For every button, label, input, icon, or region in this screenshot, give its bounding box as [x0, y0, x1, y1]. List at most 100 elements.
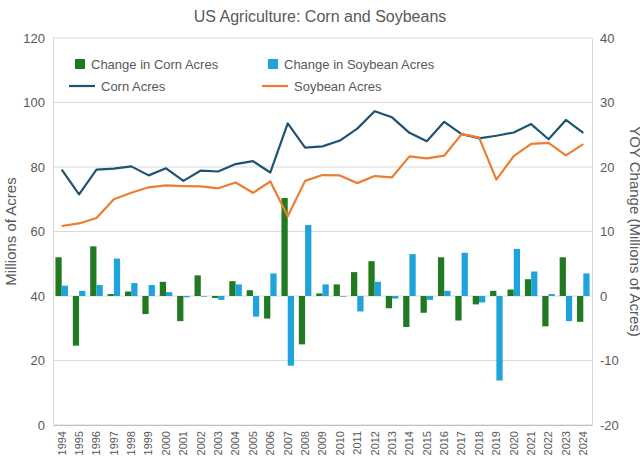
y-axis-line [53, 39, 54, 426]
y2-tick: -10 [592, 353, 619, 368]
bar [96, 285, 102, 296]
legend-label: Corn Acres [101, 79, 166, 94]
bar [195, 275, 201, 296]
x-tick: 2024 [577, 425, 589, 455]
bar-series [62, 225, 590, 380]
legend-item: Corn Acres [69, 79, 166, 94]
bar [253, 296, 259, 317]
bar [577, 296, 583, 322]
bar [560, 257, 566, 296]
y2-tick: 40 [592, 31, 614, 46]
y2-axis-title: YOY Change (Millions of Acres) [627, 126, 640, 337]
x-tick: 2018 [473, 425, 485, 455]
grid [53, 38, 592, 425]
y-tick: 100 [23, 95, 53, 110]
x-tick: 2022 [542, 425, 554, 455]
bar [142, 296, 148, 314]
bar [79, 291, 85, 296]
x-tick: 2016 [438, 425, 450, 455]
x-tick-label: 2005 [247, 431, 259, 455]
y-tick-label: 60 [31, 224, 45, 239]
x-tick: 2005 [247, 425, 259, 455]
grid-line [53, 425, 592, 426]
legend-item: Change in Soybean Acres [268, 57, 435, 72]
x-tick-label: 2002 [195, 431, 207, 455]
x-tick: 2011 [351, 425, 363, 455]
bar [357, 296, 363, 311]
x-axis-line [54, 425, 593, 426]
bar [525, 279, 531, 296]
x-tick: 2017 [455, 425, 467, 455]
bar [247, 290, 253, 296]
x-tick-label: 2012 [369, 431, 381, 455]
bar [438, 257, 444, 296]
x-tick-label: 1995 [73, 431, 85, 455]
grid-line [53, 38, 592, 39]
legend-label: Soybean Acres [294, 79, 382, 94]
bar [403, 296, 409, 327]
grid-line [53, 360, 592, 361]
y-axis: 020406080100120 [23, 31, 53, 433]
plot-area [55, 111, 589, 380]
bar [236, 284, 242, 296]
x-tick-label: 1996 [90, 431, 102, 455]
bar [212, 296, 218, 298]
y2-tick-label: 40 [600, 31, 614, 46]
x-tick: 2007 [282, 425, 294, 455]
bar [427, 296, 433, 300]
x-tick-label: 2000 [160, 431, 172, 455]
bar [125, 291, 131, 296]
legend-label: Change in Corn Acres [91, 57, 219, 72]
x-tick-label: 2022 [542, 431, 554, 455]
x-tick: 2003 [212, 425, 224, 455]
y2-axis: -20-10010203040 [592, 31, 619, 433]
x-tick: 2002 [195, 425, 207, 455]
y-tick-label: 20 [31, 353, 45, 368]
y-tick-label: 120 [23, 31, 45, 46]
bar [305, 225, 311, 296]
x-tick-label: 2011 [351, 431, 363, 455]
y2-tick: 10 [592, 224, 614, 239]
bar [218, 296, 224, 300]
bar [229, 281, 235, 296]
x-tick-label: 1999 [142, 431, 154, 455]
bar [455, 296, 461, 321]
y2-tick-label: 30 [600, 95, 614, 110]
x-tick: 2004 [229, 425, 241, 455]
bar [462, 253, 468, 296]
bar [340, 296, 346, 298]
bar [73, 296, 79, 346]
y-tick-label: 0 [38, 418, 45, 433]
bar [514, 249, 520, 296]
bar [479, 296, 485, 302]
bar [549, 294, 555, 296]
y2-tick-label: 20 [600, 160, 614, 175]
x-tick-label: 1998 [125, 431, 137, 455]
x-tick-label: 2003 [212, 431, 224, 455]
y2-axis-line [592, 39, 593, 426]
y2-tick: 20 [592, 160, 614, 175]
y-tick: 20 [31, 353, 53, 368]
bar [386, 296, 392, 308]
y2-tick-label: -10 [600, 353, 619, 368]
line [62, 134, 584, 226]
grid-line [53, 102, 592, 103]
bar [299, 296, 305, 344]
x-tick-label: 2021 [525, 431, 537, 455]
line [62, 111, 584, 194]
x-tick: 2023 [560, 425, 572, 455]
bar [316, 293, 322, 296]
x-tick: 1999 [142, 425, 154, 455]
x-tick: 2009 [316, 425, 328, 455]
x-tick-label: 2020 [508, 431, 520, 455]
bar [166, 292, 172, 296]
bar [177, 296, 183, 321]
x-tick-label: 2024 [577, 431, 589, 455]
x-tick-label: 2018 [473, 431, 485, 455]
x-tick: 2013 [386, 425, 398, 455]
x-tick: 2001 [177, 425, 189, 455]
bar [473, 296, 479, 304]
bar [421, 296, 427, 313]
legend-item: Soybean Acres [262, 79, 382, 94]
bar [375, 282, 381, 296]
